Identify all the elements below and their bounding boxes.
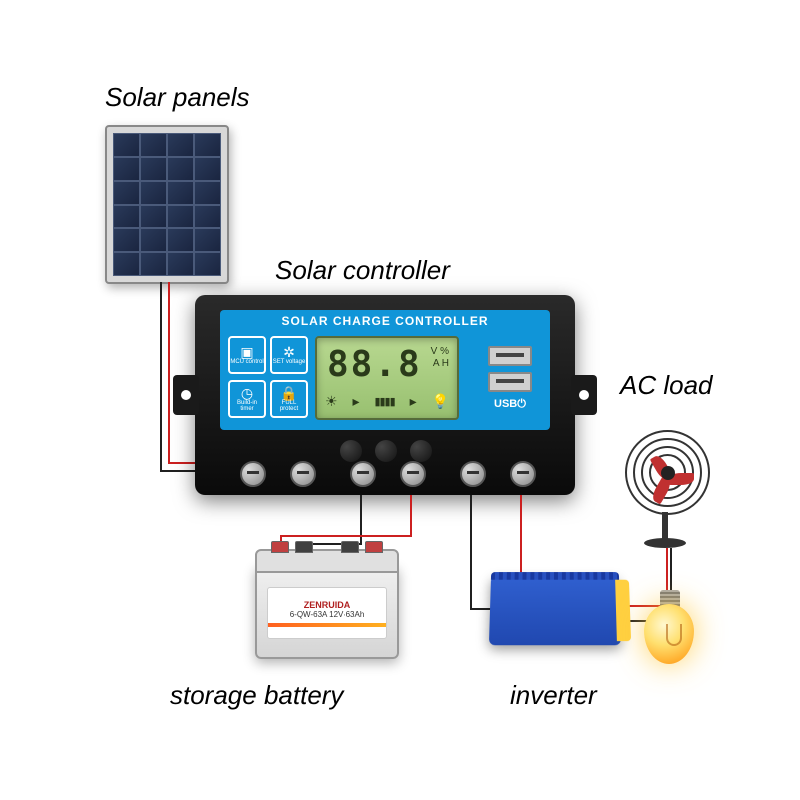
label-solar-panels: Solar panels [105, 82, 250, 113]
lcd-units: V % A H [431, 346, 449, 370]
controller-button-3[interactable] [410, 440, 432, 462]
terminal-batt-pos[interactable] [400, 461, 426, 487]
terminal-batt-neg[interactable] [350, 461, 376, 487]
usb-label: USB⏻ [480, 398, 540, 411]
fan [625, 430, 710, 515]
battery-terminal-pos [271, 541, 289, 553]
usb-block: USB⏻ [480, 340, 540, 415]
icon-set-voltage: ✲ SET voltage [270, 336, 308, 374]
controller-title: SOLAR CHARGE CONTROLLER [220, 314, 550, 328]
wire [160, 282, 162, 472]
terminal-pv-neg[interactable] [240, 461, 266, 487]
light-bulb [642, 590, 697, 670]
wire [360, 495, 362, 545]
label-ac-load: AC load [620, 370, 713, 401]
terminal-pv-pos[interactable] [290, 461, 316, 487]
battery-terminal [365, 541, 383, 553]
controller-mount-left [173, 375, 199, 415]
fan-base [644, 538, 686, 548]
solar-controller: SOLAR CHARGE CONTROLLER ▣ MCU control ✲ … [195, 295, 575, 495]
battery-terminal [341, 541, 359, 553]
fan-blade [649, 476, 672, 505]
lcd-digits: 88.8 [327, 344, 422, 385]
icon-full-protect: 🔒 FULL protect [270, 380, 308, 418]
terminal-load-neg[interactable] [460, 461, 486, 487]
storage-battery: ZENRUIDA 6-QW-63A 12V∙63Ah [255, 565, 399, 659]
wire [410, 495, 412, 537]
icon-mcu: ▣ MCU control [228, 336, 266, 374]
controller-button-1[interactable] [340, 440, 362, 462]
inverter [489, 576, 621, 645]
terminal-load-pos[interactable] [510, 461, 536, 487]
label-inverter: inverter [510, 680, 597, 711]
usb-port-1[interactable] [488, 346, 532, 366]
battery-label: ZENRUIDA 6-QW-63A 12V∙63Ah [267, 587, 387, 639]
label-storage-battery: storage battery [170, 680, 343, 711]
lcd-display: 88.8 V % A H ☀ ▸ ▮▮▮▮ ▸ 💡 [315, 336, 459, 420]
lcd-flow-icons: ☀ ▸ ▮▮▮▮ ▸ 💡 [325, 393, 449, 410]
label-solar-controller: Solar controller [275, 255, 450, 286]
wire [470, 495, 472, 610]
wire [670, 548, 672, 590]
wire [280, 535, 412, 537]
controller-button-2[interactable] [375, 440, 397, 462]
wire [168, 282, 170, 464]
battery-terminal-neg [295, 541, 313, 553]
controller-faceplate: SOLAR CHARGE CONTROLLER ▣ MCU control ✲ … [220, 310, 550, 430]
usb-port-2[interactable] [488, 372, 532, 392]
controller-mount-right [571, 375, 597, 415]
solar-panel [105, 125, 229, 284]
icon-timer: ◷ Build-in timer [228, 380, 266, 418]
